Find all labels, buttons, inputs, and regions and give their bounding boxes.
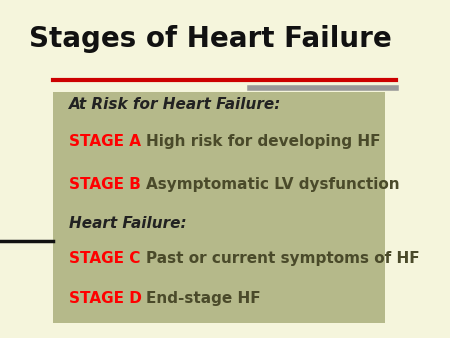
- Text: At Risk for Heart Failure:: At Risk for Heart Failure:: [68, 97, 281, 112]
- Text: High risk for developing HF: High risk for developing HF: [146, 134, 380, 149]
- Text: Asymptomatic LV dysfunction: Asymptomatic LV dysfunction: [146, 177, 399, 192]
- FancyBboxPatch shape: [53, 92, 385, 323]
- Text: STAGE C: STAGE C: [68, 251, 140, 266]
- Text: STAGE B: STAGE B: [68, 177, 140, 192]
- Text: Stages of Heart Failure: Stages of Heart Failure: [29, 25, 392, 53]
- Text: STAGE D: STAGE D: [68, 291, 141, 306]
- Text: Heart Failure:: Heart Failure:: [68, 216, 186, 231]
- Text: End-stage HF: End-stage HF: [146, 291, 260, 306]
- Text: STAGE A: STAGE A: [68, 134, 140, 149]
- Text: Past or current symptoms of HF: Past or current symptoms of HF: [146, 251, 419, 266]
